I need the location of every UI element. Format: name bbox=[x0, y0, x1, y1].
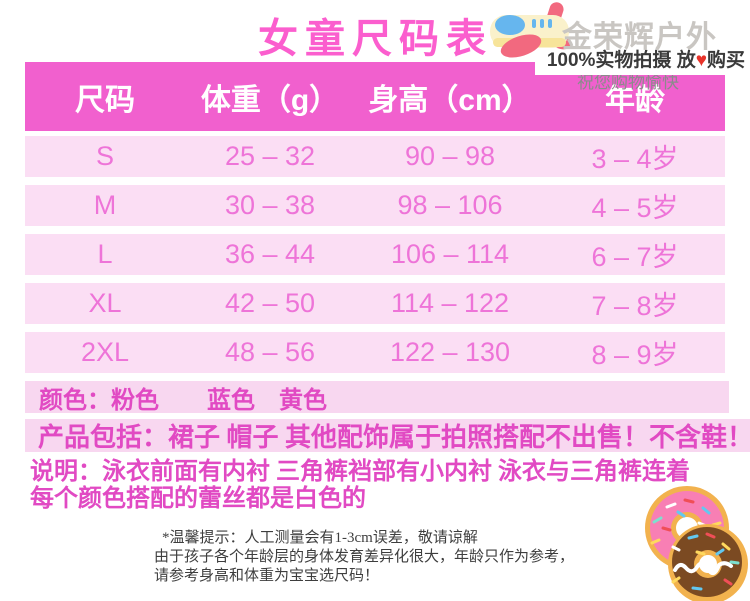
brand-tagline: 100%实物拍摄 放♥购买 bbox=[534, 42, 747, 75]
page-title: 女童尺码表 bbox=[258, 17, 493, 61]
includes-bar: 产品包括：裙子 帽子 其他配饰属于拍照搭配不出售！不含鞋！ bbox=[25, 419, 750, 452]
tips-line-3: 请参考身高和体重为宝宝选尺码！ bbox=[154, 568, 380, 584]
cell-size: 2XL bbox=[80, 337, 130, 367]
table-row-l: L 36 – 44 106 – 114 6 – 7岁 bbox=[25, 234, 725, 275]
cell-height: 114 – 122 bbox=[390, 288, 510, 318]
header-cell-weight: 体重（g） bbox=[200, 83, 340, 117]
cell-weight: 36 – 44 bbox=[224, 239, 316, 269]
notes-line-2: 每个颜色搭配的蕾丝都是白色的 bbox=[30, 486, 366, 512]
cell-height: 98 – 106 bbox=[397, 190, 503, 220]
header-cell-age: 年龄 bbox=[605, 83, 665, 117]
cell-height: 106 – 114 bbox=[390, 239, 510, 269]
cell-weight: 42 – 50 bbox=[224, 288, 316, 318]
cell-size: XL bbox=[88, 288, 122, 318]
cell-weight: 48 – 56 bbox=[224, 337, 316, 367]
header-cell-size: 尺码 bbox=[75, 83, 135, 117]
colors-bar: 颜色：粉色 蓝色 黄色 bbox=[25, 381, 729, 414]
cell-size: M bbox=[93, 190, 117, 220]
table-row-2xl: 2XL 48 – 56 122 – 130 8 – 9岁 bbox=[25, 332, 725, 373]
cell-size: S bbox=[95, 141, 114, 171]
table-row-s: S 25 – 32 90 – 98 3 – 4岁 bbox=[25, 136, 725, 177]
table-row-m: M 30 – 38 98 – 106 4 – 5岁 bbox=[25, 185, 725, 226]
cell-weight: 25 – 32 bbox=[224, 141, 316, 171]
tips-line-2: 由于孩子各个年龄层的身体发育差异化很大，年龄只作为参考， bbox=[154, 549, 575, 565]
donuts-icon bbox=[633, 478, 750, 601]
tagline-text-right: 购买 bbox=[706, 50, 745, 71]
cell-weight: 30 – 38 bbox=[224, 190, 316, 220]
cell-height: 122 – 130 bbox=[389, 337, 511, 367]
tagline-text-left: 100%实物拍摄 放 bbox=[546, 50, 696, 71]
tips-block: *温馨提示：人工测量会有1-3cm误差，敬请谅解 由于孩子各个年龄层的身体发育差… bbox=[154, 529, 574, 586]
cell-age: 6 – 7岁 bbox=[591, 242, 679, 272]
cell-age: 3 – 4岁 bbox=[591, 144, 679, 174]
chocolate-donut bbox=[668, 524, 748, 601]
table-row-xl: XL 42 – 50 114 – 122 7 – 8岁 bbox=[25, 283, 725, 324]
heart-icon: ♥ bbox=[695, 50, 707, 71]
notes-line-1: 说明：泳衣前面有内衬 三角裤裆部有小内衬 泳衣与三角裤连着 bbox=[30, 459, 690, 485]
cell-age: 8 – 9岁 bbox=[591, 340, 679, 370]
cell-age: 7 – 8岁 bbox=[591, 291, 679, 321]
brand-name: 金荣辉户外 bbox=[562, 21, 717, 54]
greeting-text: 祝您购物愉快 bbox=[577, 73, 679, 92]
cell-size: L bbox=[97, 239, 113, 269]
airplane-icon bbox=[488, 2, 574, 63]
cell-age: 4 – 5岁 bbox=[591, 193, 679, 223]
header-cell-height: 身高（cm） bbox=[368, 83, 532, 117]
tips-line-1: *温馨提示：人工测量会有1-3cm误差，敬请谅解 bbox=[162, 530, 478, 546]
notes-block: 说明：泳衣前面有内衬 三角裤裆部有小内衬 泳衣与三角裤连着 每个颜色搭配的蕾丝都… bbox=[30, 459, 690, 513]
cell-height: 90 – 98 bbox=[404, 141, 496, 171]
